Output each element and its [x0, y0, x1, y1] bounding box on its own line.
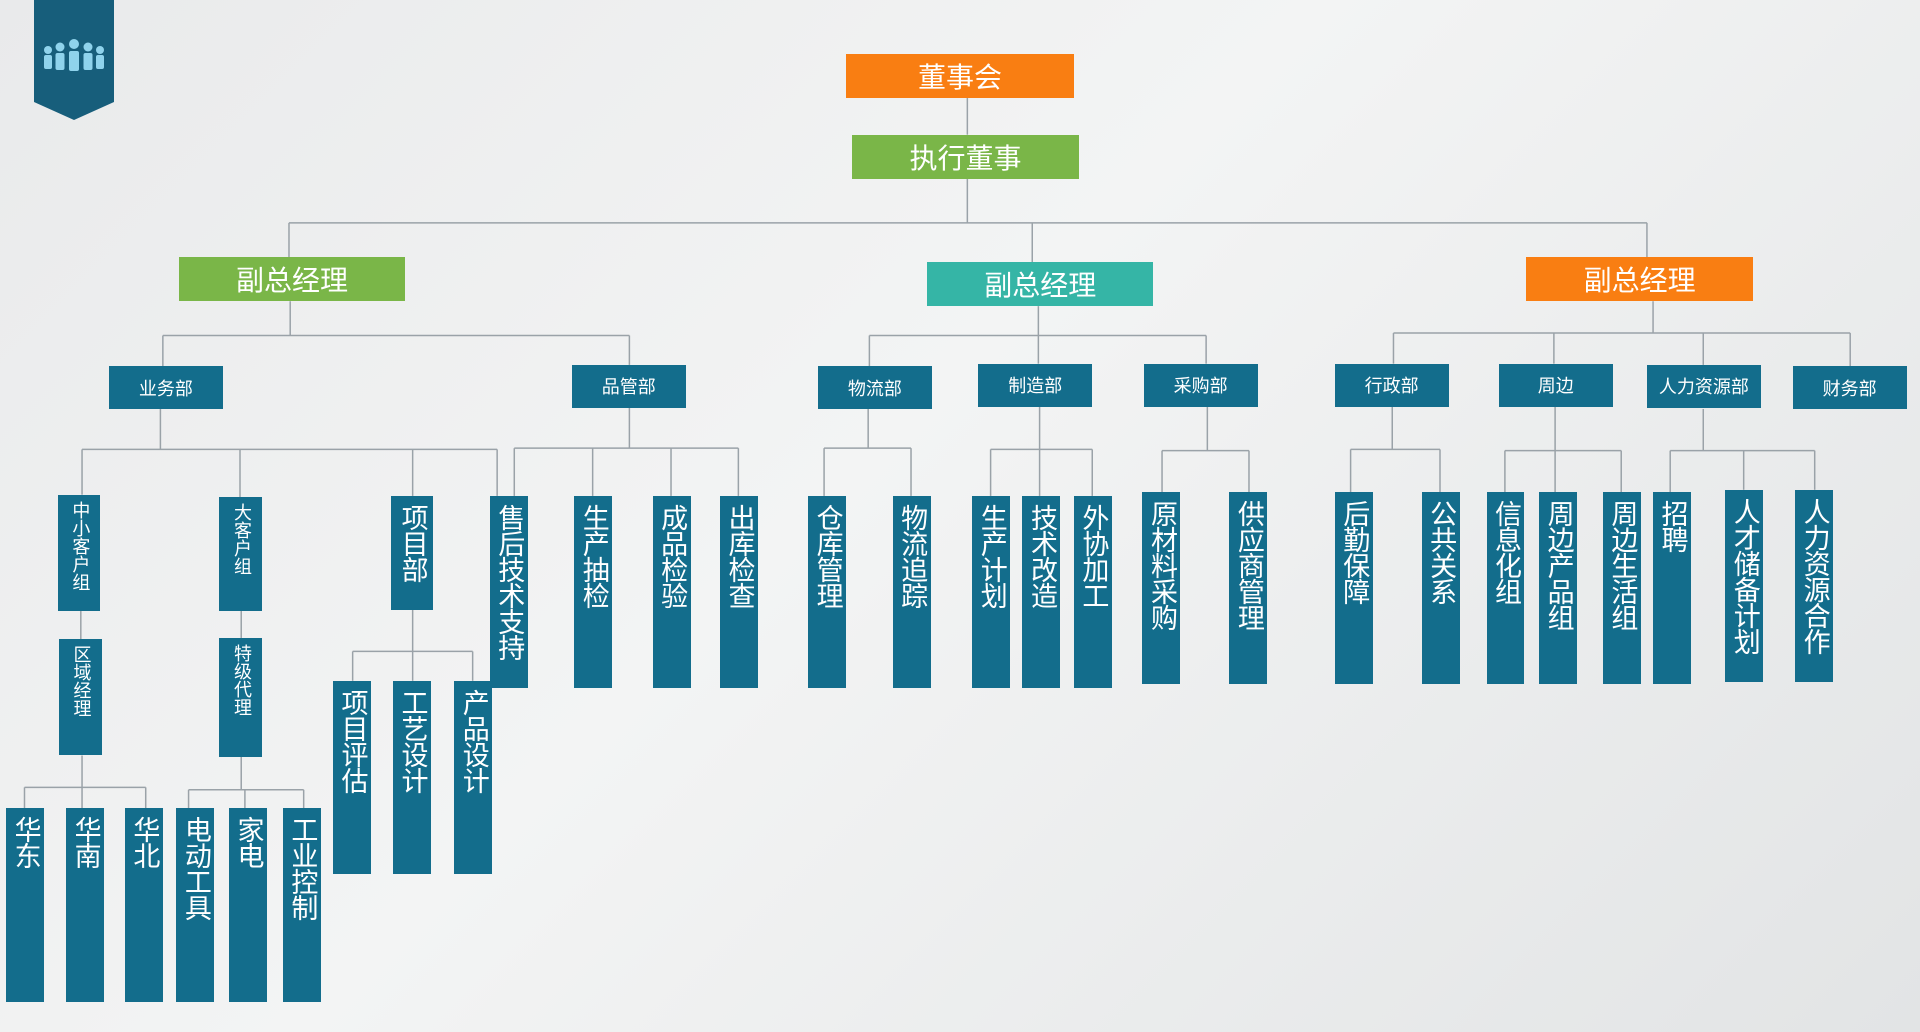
org-node-choujian: 生产抽检	[574, 495, 613, 689]
org-node-huanan: 华南	[66, 808, 105, 1002]
org-node-renli: 人力资源部	[1646, 364, 1761, 408]
org-node-zbshenghuo: 周边生活组	[1602, 492, 1641, 685]
people-icon-badge	[34, 0, 114, 120]
org-node-jihua: 生产计划	[972, 495, 1011, 689]
org-node-zhuizong: 物流追踪	[892, 495, 931, 689]
org-node-huabei: 华北	[124, 808, 163, 1002]
org-node-gonggong: 公共关系	[1421, 492, 1460, 685]
org-node-gongye: 工业控制	[282, 808, 321, 1002]
org-node-xiangmubu: 项目部	[390, 495, 434, 610]
org-node-cangku: 仓库管理	[808, 495, 847, 689]
org-node-pinguan: 品管部	[571, 364, 686, 408]
org-node-waixie: 外协加工	[1073, 495, 1112, 689]
org-node-vp3: 副总经理	[1525, 257, 1754, 302]
org-node-gaizao: 技术改造	[1022, 495, 1061, 689]
org-node-houqin: 后勤保障	[1334, 492, 1373, 685]
org-node-teji: 特级代理	[219, 637, 263, 757]
org-node-hezuo: 人力资源合作	[1795, 489, 1834, 683]
org-node-gongyi: 工艺设计	[393, 680, 431, 875]
org-node-xinxi: 信息化组	[1486, 492, 1525, 685]
org-node-vp2: 副总经理	[926, 262, 1154, 307]
org-node-yuancailiao: 原材料采购	[1142, 492, 1181, 685]
org-node-zhoubian: 周边	[1498, 363, 1613, 407]
org-node-pinggu: 项目评估	[333, 680, 371, 875]
org-node-gongying: 供应商管理	[1229, 492, 1268, 685]
org-node-caiwu: 财务部	[1792, 366, 1907, 409]
people-icon	[44, 39, 104, 71]
org-node-huadong: 华东	[6, 808, 45, 1002]
org-node-shouhou: 售后技术支持	[489, 495, 528, 689]
org-node-zbchanpin: 周边产品组	[1539, 492, 1578, 685]
org-node-chengpin: 成品检验	[652, 495, 691, 689]
org-node-yewu: 业务部	[108, 366, 223, 409]
org-node-zhongxiao: 中小客户组	[57, 494, 101, 611]
org-node-caigou: 采购部	[1143, 363, 1258, 407]
org-node-xingzheng: 行政部	[1334, 363, 1449, 407]
org-node-exec: 执行董事	[852, 134, 1079, 179]
org-node-dakehu: 大客户组	[219, 497, 263, 612]
org-node-jiadian: 家电	[228, 808, 267, 1002]
org-node-wuliu: 物流部	[817, 366, 932, 409]
org-node-vp1: 副总经理	[178, 257, 406, 302]
org-node-board: 董事会	[846, 53, 1074, 98]
org-node-chuku: 出库检查	[720, 495, 758, 689]
org-node-zhaopin: 招聘	[1653, 492, 1691, 685]
org-node-zhizao: 制造部	[978, 363, 1093, 407]
org-node-chanpinsj: 产品设计	[454, 680, 493, 875]
org-node-rencai: 人才储备计划	[1725, 489, 1764, 683]
org-node-diandong: 电动工具	[176, 808, 215, 1002]
org-node-quyu: 区域经理	[58, 639, 102, 756]
